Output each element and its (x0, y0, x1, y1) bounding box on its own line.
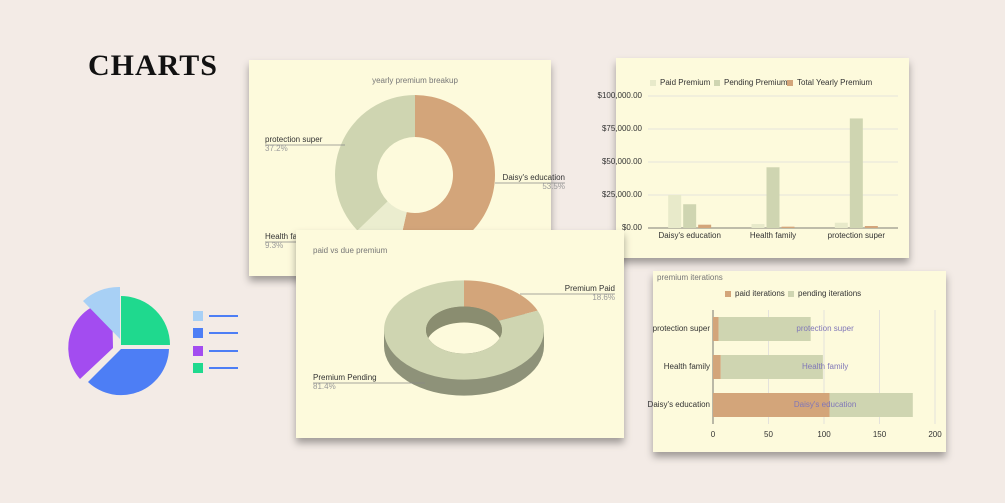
slice (397, 95, 496, 255)
bar (683, 204, 697, 228)
y-tick-label: protection super (653, 324, 711, 333)
bar (668, 195, 682, 228)
bar (698, 224, 712, 228)
slice (335, 95, 415, 231)
slice-value: 53.5% (542, 182, 565, 191)
bar (713, 317, 719, 341)
bar (718, 317, 811, 341)
legend-label: Pending Premium (724, 78, 788, 87)
chart-title: yearly premium breakup (372, 76, 458, 85)
bar (864, 226, 878, 228)
card: yearly premium breakup Daisy's education5… (249, 60, 565, 276)
y-tick-label: $50,000.00 (602, 157, 643, 166)
card: premium iterations 0 50 100 150 200 paid itera… (648, 271, 946, 452)
bar (713, 355, 721, 379)
bar (713, 393, 830, 417)
donut-hole (426, 322, 502, 354)
y-tick-label: Daisy's education (648, 400, 710, 409)
bar (849, 118, 863, 228)
legend-swatch (714, 80, 720, 86)
bar (781, 226, 795, 228)
slice-label: protection super (265, 135, 323, 144)
slice-label: Daisy's education (503, 173, 565, 182)
y-tick-label: $75,000.00 (602, 124, 643, 133)
chart-title: paid vs due premium (313, 246, 388, 255)
card: $0.00 $25,000.00 $50,000.00 $75,000.00 $100,… (598, 58, 909, 258)
y-tick-label: $25,000.00 (602, 190, 643, 199)
slice (383, 280, 544, 380)
pie-icon (68, 286, 238, 396)
x-tick-label: 200 (928, 430, 942, 439)
legend-swatch (787, 80, 793, 86)
slice-value: 9.3% (265, 241, 283, 250)
y-tick-label: Health family (664, 362, 710, 371)
x-tick-label: 50 (764, 430, 773, 439)
bar (751, 224, 765, 228)
y-tick-label: $100,000.00 (598, 91, 643, 100)
chart-title: premium iterations (657, 273, 723, 282)
bar-label: Daisy's education (794, 400, 856, 409)
bar-label: Health family (802, 362, 848, 371)
x-tick-label: protection super (828, 231, 886, 240)
y-tick-label: $0.00 (622, 223, 643, 232)
bar (834, 222, 848, 228)
legend-label: paid iterations (735, 289, 785, 298)
slice-value: 37.2% (265, 144, 288, 153)
x-tick-label: 100 (817, 430, 831, 439)
slice (464, 280, 538, 321)
legend-label: pending iterations (798, 289, 861, 298)
heading: CHARTS (88, 49, 218, 82)
slice-value: 18.6% (592, 293, 615, 302)
x-tick-label: 0 (711, 430, 716, 439)
x-tick-label: Daisy's education (658, 231, 720, 240)
x-tick-label: Health family (750, 231, 796, 240)
bar (829, 393, 913, 417)
slice-label: Health family (265, 232, 311, 241)
legend-swatch (788, 291, 794, 297)
slice-label: Premium Paid (565, 284, 615, 293)
legend-swatch (725, 291, 731, 297)
slice-value: 81.4% (313, 382, 336, 391)
bar (720, 355, 823, 379)
slice-label: Premium Pending (313, 373, 377, 382)
x-tick-label: 150 (873, 430, 887, 439)
bar (766, 167, 780, 228)
legend-label: Total Yearly Premium (797, 78, 872, 87)
legend-label: Paid Premium (660, 78, 711, 87)
bar-label: protection super (796, 324, 854, 333)
legend-swatch (650, 80, 656, 86)
